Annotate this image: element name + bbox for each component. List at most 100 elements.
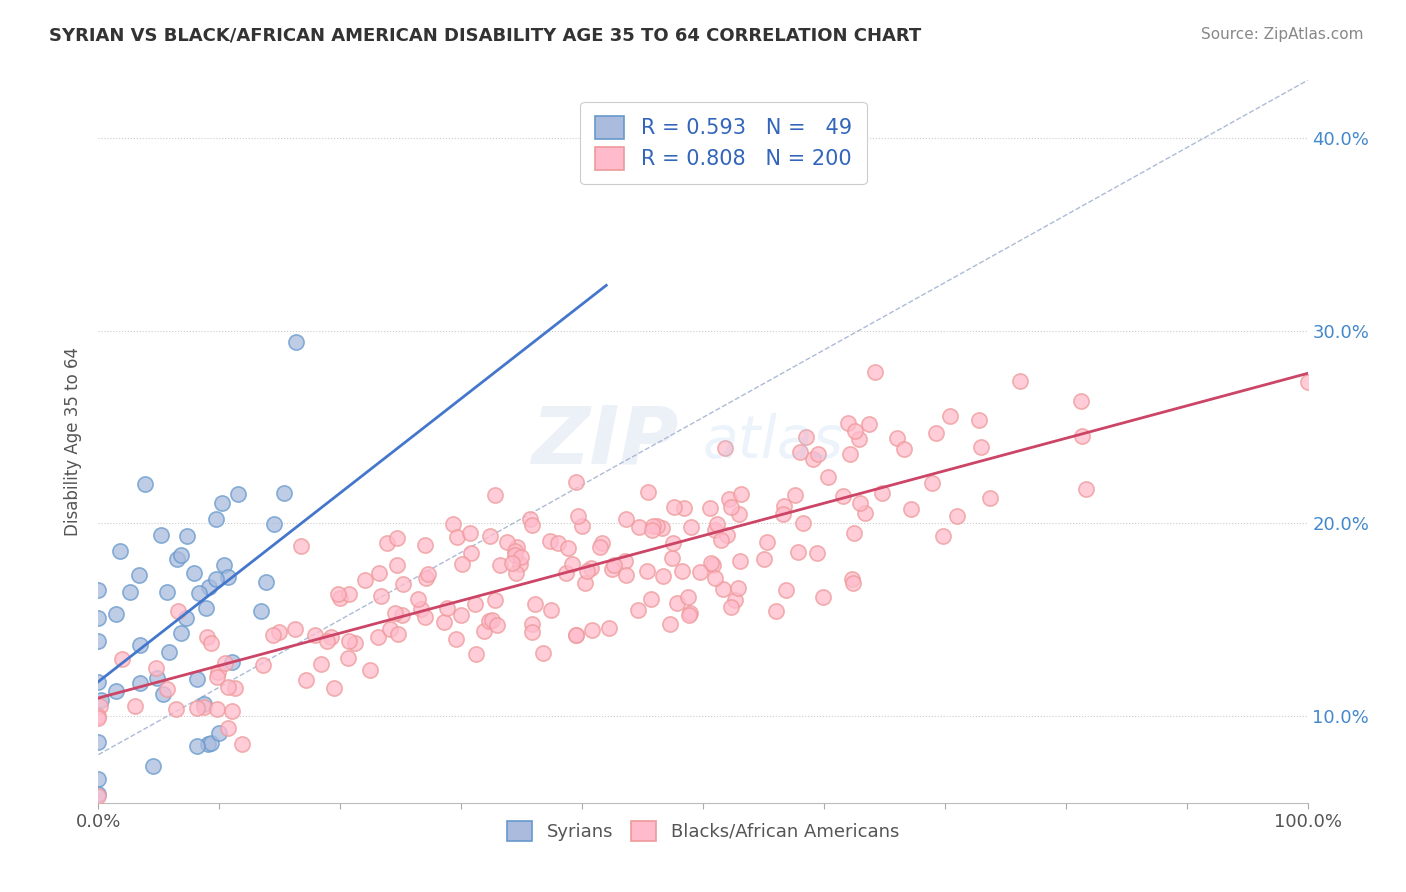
Point [787,545,810,559]
Point [354,573,377,587]
Text: Source: ZipAtlas.com: Source: ZipAtlas.com [1201,27,1364,42]
Point [458,526,481,541]
Point [853,506,876,520]
Point [337,586,360,600]
Point [637,484,659,499]
Point [385,531,408,545]
Point [451,558,474,572]
Point [842,576,865,591]
Point [565,628,588,642]
Point [290,539,312,553]
Point [640,591,662,606]
Point [752,552,775,566]
Point [166,552,188,566]
Point [472,624,495,639]
Point [195,630,218,644]
Point [221,655,243,669]
Point [765,604,787,618]
Point [484,488,506,502]
Point [231,737,253,751]
Point [87,582,110,597]
Point [343,636,366,650]
Point [671,564,693,578]
Point [598,621,620,635]
Point [204,511,226,525]
Point [600,562,623,576]
Point [446,530,468,544]
Point [714,442,737,456]
Point [146,672,169,686]
Point [832,489,855,503]
Point [370,589,392,603]
Point [183,566,205,580]
Point [886,431,908,445]
Point [387,627,409,641]
Point [496,535,519,549]
Point [641,524,664,538]
Point [849,496,872,510]
Point [193,697,215,711]
Point [576,564,599,578]
Point [87,735,110,749]
Point [134,477,156,491]
Point [329,591,352,606]
Point [105,607,128,621]
Point [486,618,509,632]
Point [772,507,794,521]
Point [187,586,209,600]
Point [730,486,752,500]
Point [200,736,222,750]
Point [932,529,955,543]
Point [531,646,554,660]
Point [120,585,142,599]
Point [614,512,637,526]
Point [384,606,406,620]
Point [789,445,811,459]
Point [157,645,180,659]
Point [367,631,389,645]
Point [205,572,228,586]
Point [1070,394,1092,409]
Point [87,634,110,648]
Point [647,519,669,533]
Text: SYRIAN VS BLACK/AFRICAN AMERICAN DISABILITY AGE 35 TO 64 CORRELATION CHART: SYRIAN VS BLACK/AFRICAN AMERICAN DISABIL… [49,27,921,45]
Point [709,533,731,548]
Point [651,521,673,535]
Point [509,558,531,572]
Point [211,495,233,509]
Point [561,557,583,571]
Point [450,607,472,622]
Point [970,440,993,454]
Point [848,433,870,447]
Point [207,670,229,684]
Point [505,566,527,580]
Point [252,657,274,672]
Point [1071,429,1094,443]
Point [267,624,290,639]
Point [717,492,740,507]
Point [197,737,219,751]
Point [811,590,834,604]
Point [524,597,547,611]
Point [724,593,747,607]
Point [464,597,486,611]
Point [1296,375,1319,389]
Point [205,702,228,716]
Point [661,550,683,565]
Point [841,572,863,586]
Point [681,520,703,534]
Point [387,558,409,572]
Point [924,426,946,441]
Point [676,590,699,604]
Point [510,550,533,565]
Point [666,596,689,610]
Point [167,604,190,618]
Point [844,424,866,438]
Point [506,541,529,555]
Point [111,652,134,666]
Y-axis label: Disability Age 35 to 64: Disability Age 35 to 64 [65,347,83,536]
Point [938,409,960,424]
Point [837,417,859,431]
Point [792,516,814,530]
Point [520,518,543,533]
